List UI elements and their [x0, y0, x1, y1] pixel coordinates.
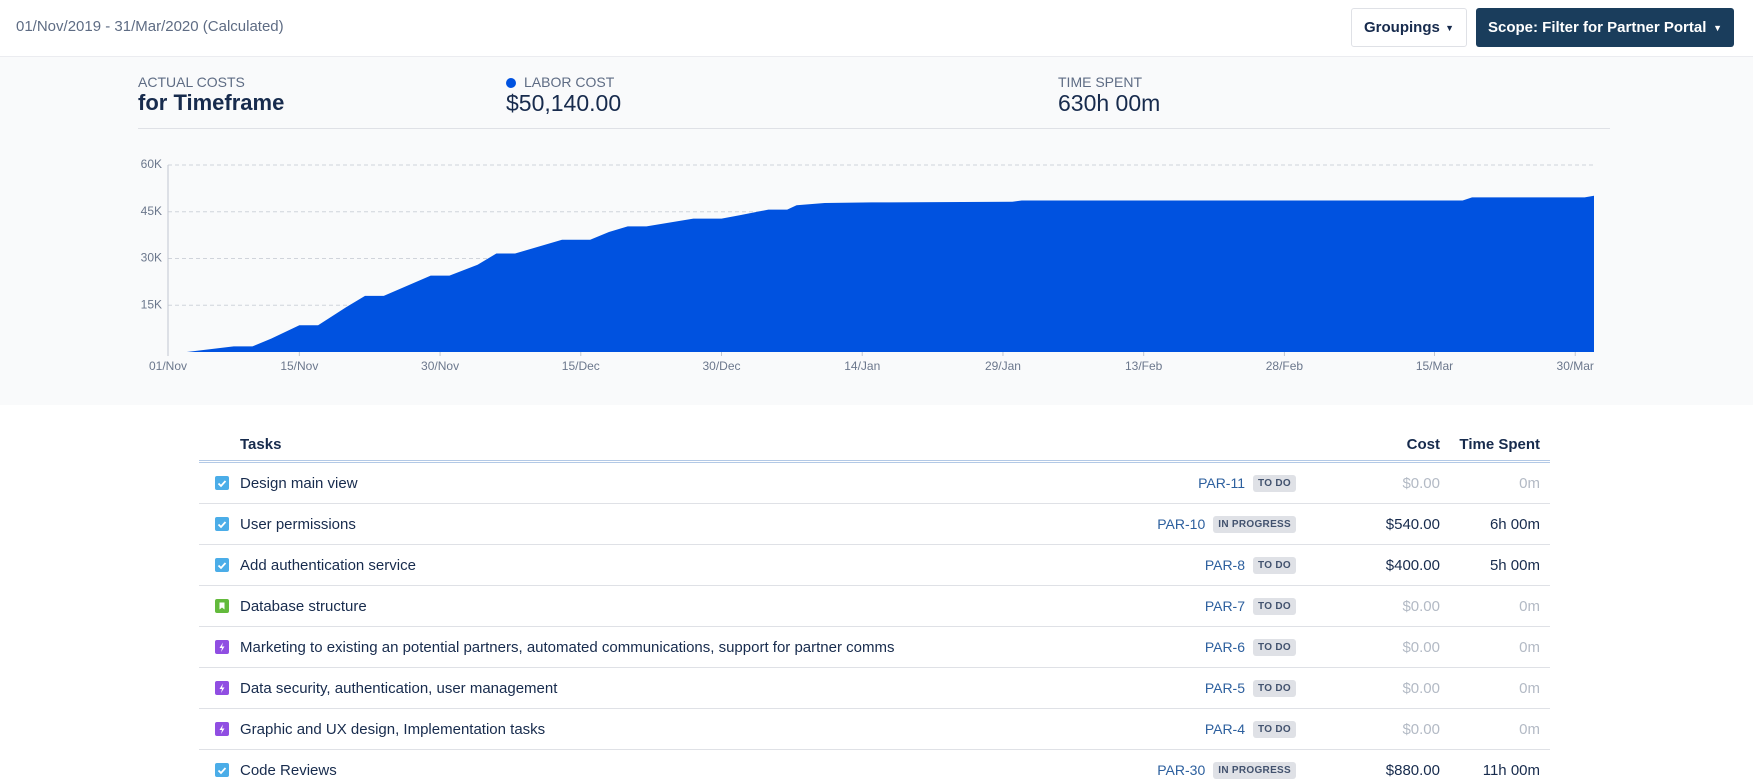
issue-key[interactable]: PAR-11 — [1198, 475, 1246, 491]
cost: $0.00 — [1402, 597, 1440, 615]
chart: 15K 30K 45K 60K 01/Nov 15/Nov 30/Nov 15/Dec 30/D… — [141, 157, 1594, 373]
summary-title: for Timeframe — [138, 90, 285, 115]
issue-key[interactable]: PAR-8 — [1204, 557, 1246, 573]
x-tick-label: 15/Dec — [562, 359, 600, 373]
x-tick-label: 30/Mar — [1557, 359, 1594, 373]
button-label: Groupings — [1364, 19, 1440, 36]
column-header: Tasks — [240, 435, 282, 453]
issue-icon — [215, 640, 229, 654]
y-tick-label: 15K — [141, 297, 162, 311]
task-row[interactable]: Marketing to existing an potential partn… — [199, 627, 1550, 668]
header: 01/Nov/2019 - 31/Mar/2020 (Calculated) G… — [0, 0, 1753, 57]
issue-key[interactable]: PAR-5 — [1204, 680, 1246, 696]
caret: ▼ — [1445, 22, 1454, 33]
time-spent: 0m — [1519, 720, 1540, 738]
task-name: Database structure — [240, 597, 367, 615]
time-spent: 6h 00m — [1489, 515, 1540, 533]
time-spent: 11h 00m — [1482, 761, 1540, 779]
time-label: TIME SPENT — [1058, 74, 1143, 90]
area — [168, 195, 1594, 352]
cost: $880.00 — [1385, 761, 1440, 779]
status-badge: TO DO — [1253, 720, 1296, 738]
issue-icon — [215, 558, 229, 572]
button-label: Scope: Filter for Partner Portal — [1488, 19, 1707, 36]
issue-icon — [215, 476, 229, 490]
time-spent: 0m — [1519, 474, 1540, 492]
task-name: Code Reviews — [240, 761, 337, 779]
y-tick-label: 45K — [141, 204, 162, 218]
time-spent: 0m — [1519, 679, 1540, 697]
task-row[interactable]: Add authentication service PAR-8 TO DO $400… — [199, 545, 1550, 586]
task-name: Data security, authentication, user mana… — [240, 679, 558, 697]
labor-value: $50,140.00 — [506, 90, 622, 116]
y-tick-label: 60K — [141, 157, 162, 171]
task-name: Marketing to existing an potential partn… — [240, 638, 895, 656]
task-row[interactable]: User permissions PAR-10 IN PROGRESS $540.00… — [199, 504, 1550, 545]
column-header: Cost — [1406, 435, 1440, 453]
issue-key[interactable]: PAR-10 — [1157, 516, 1206, 532]
status-badge: TO DO — [1253, 597, 1296, 615]
task-name: Design main view — [240, 474, 358, 492]
task-name: Graphic and UX design, Implementation ta… — [240, 720, 546, 738]
time-spent: 0m — [1519, 638, 1540, 656]
groupings-button[interactable]: Groupings ▼ — [1351, 8, 1467, 47]
x-tick-label: 14/Jan — [844, 359, 880, 373]
cost: $540.00 — [1385, 515, 1440, 533]
time-value: 630h 00m — [1058, 90, 1161, 116]
task-row[interactable]: Code Reviews PAR-30 IN PROGRESS $880.00 11h … — [199, 750, 1550, 782]
cost: $0.00 — [1402, 638, 1440, 656]
y-tick-label: 30K — [141, 251, 162, 265]
cost: $0.00 — [1402, 679, 1440, 697]
issue-key[interactable]: PAR-7 — [1204, 598, 1246, 614]
x-tick-label: 01/Nov — [149, 359, 187, 373]
status-badge: TO DO — [1253, 556, 1296, 574]
status-badge: IN PROGRESS — [1213, 515, 1296, 533]
task-row[interactable]: Data security, authentication, user mana… — [199, 668, 1550, 709]
x-tick-label: 28/Feb — [1266, 359, 1304, 373]
scope-button[interactable]: Scope: Filter for Partner Portal ▼ — [1476, 8, 1734, 47]
issue-icon — [215, 599, 229, 613]
time-spent: 0m — [1519, 597, 1540, 615]
labor-label: LABOR COST — [524, 74, 615, 90]
divider — [138, 128, 1610, 129]
cost: $400.00 — [1385, 556, 1440, 574]
issue-icon — [215, 763, 229, 777]
x-tick-label: 15/Mar — [1416, 359, 1453, 373]
issue-icon — [215, 722, 229, 736]
table-header: Tasks Cost Time Spent — [199, 428, 1550, 463]
x-tick-label: 30/Nov — [421, 359, 459, 373]
task-table: Tasks Cost Time Spent Design main view PAR-1… — [199, 428, 1550, 782]
status-badge: TO DO — [1253, 679, 1296, 697]
issue-key[interactable]: PAR-30 — [1157, 762, 1206, 778]
issue-key[interactable]: PAR-4 — [1204, 721, 1246, 737]
legend-dot — [506, 78, 516, 88]
task-row[interactable]: Database structure PAR-7 TO DO $0.00 0m — [199, 586, 1550, 627]
summary-label: ACTUAL COSTS — [138, 74, 245, 90]
time-spent: 5h 00m — [1489, 556, 1540, 574]
cost: $0.00 — [1402, 474, 1440, 492]
status-badge: TO DO — [1253, 474, 1296, 492]
task-row[interactable]: Graphic and UX design, Implementation ta… — [199, 709, 1550, 750]
task-name: User permissions — [240, 515, 356, 533]
status-badge: IN PROGRESS — [1213, 761, 1296, 779]
status-badge: TO DO — [1253, 638, 1296, 656]
date-range: 01/Nov/2019 - 31/Mar/2020 (Calculated) — [16, 18, 284, 35]
x-tick-label: 29/Jan — [985, 359, 1021, 373]
x-tick-label: 13/Feb — [1125, 359, 1163, 373]
x-tick-label: 15/Nov — [280, 359, 318, 373]
issue-key[interactable]: PAR-6 — [1204, 639, 1246, 655]
x-tick-label: 30/Dec — [702, 359, 740, 373]
task-name: Add authentication service — [240, 556, 416, 574]
cost: $0.00 — [1402, 720, 1440, 738]
task-row[interactable]: Design main view PAR-11 TO DO $0.00 0m — [199, 463, 1550, 504]
column-header: Time Spent — [1459, 435, 1540, 453]
issue-icon — [215, 517, 229, 531]
issue-icon — [215, 681, 229, 695]
caret: ▼ — [1713, 22, 1722, 33]
